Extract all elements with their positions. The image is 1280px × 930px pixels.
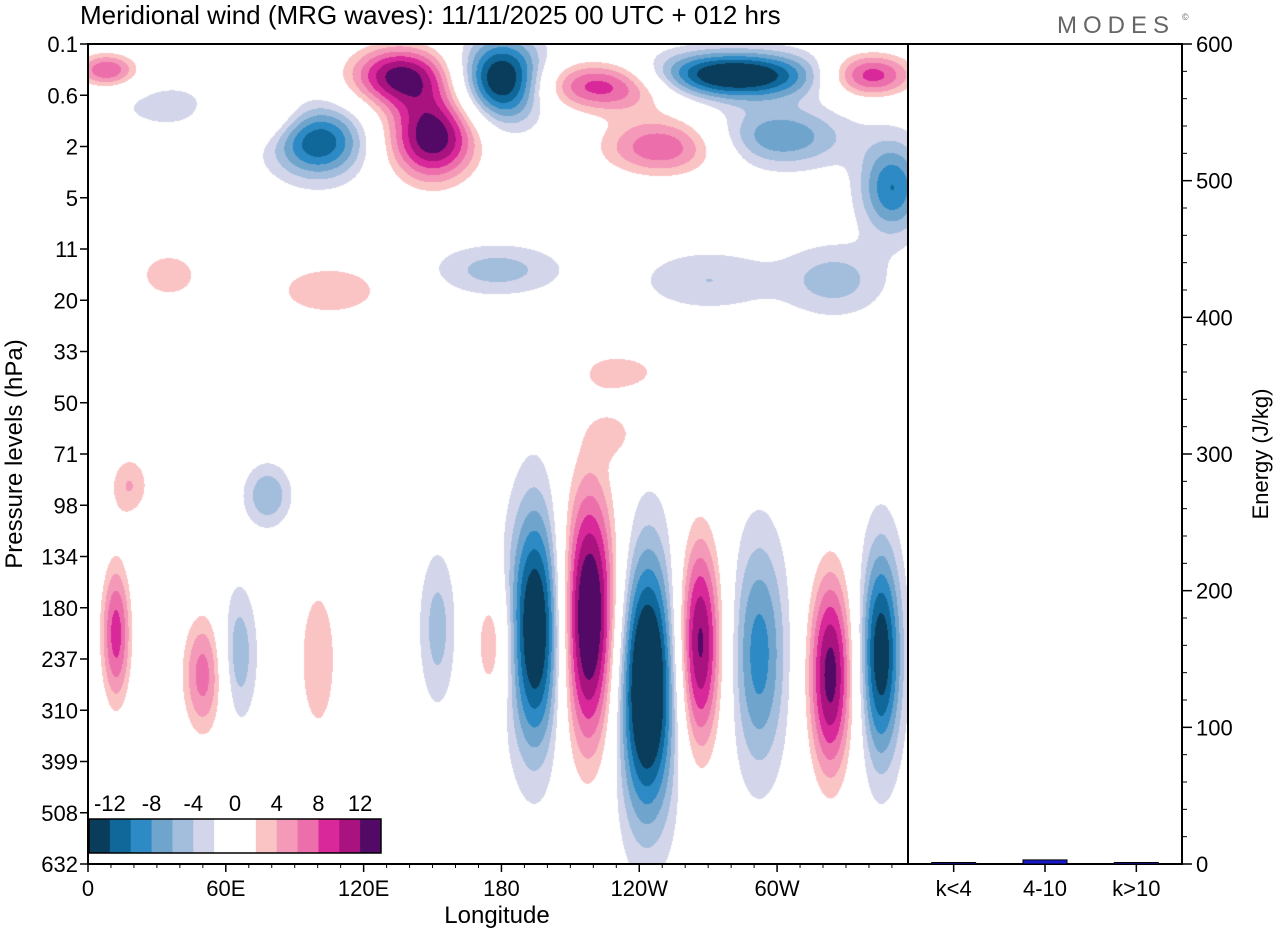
y-tick-label: 33	[54, 340, 78, 365]
colorbar-swatch	[109, 819, 132, 853]
modes-logo-text: MODES	[1057, 12, 1175, 39]
x-axis-label: Longitude	[444, 902, 549, 929]
colorbar-swatch	[318, 819, 340, 853]
x-tick-label: 60E	[206, 876, 245, 901]
colorbar-tick-label: 0	[229, 791, 241, 816]
colorbar-swatch	[276, 819, 299, 853]
x-axis: 0 60E 120E 180 120W 60W	[82, 864, 893, 901]
y-tick-label: 310	[41, 698, 78, 723]
y-tick-label: 20	[54, 288, 78, 313]
y-tick-label: 5	[66, 186, 78, 211]
energy-tick-label: 100	[1196, 715, 1233, 740]
energy-axis: 0 100 200 300 400 500 600	[1182, 32, 1233, 877]
y-tick-label: 11	[55, 237, 78, 262]
heatmap-field	[88, 44, 908, 864]
y-tick-label: 0.1	[47, 32, 78, 57]
colorbar-tick-label: 8	[312, 791, 324, 816]
colorbar-swatch	[297, 819, 319, 853]
x-tick-label: 60W	[754, 876, 799, 901]
y-axis-label: Pressure levels (hPa)	[1, 339, 28, 568]
energy-panel: k<4 4-10 k>10 0 100 200 300 400 500 600 Energy (…	[907, 32, 1273, 901]
y-tick-label: 399	[41, 750, 78, 775]
colorbar-tick-label: -4	[184, 791, 204, 816]
colorbar-swatch	[339, 819, 361, 853]
colorbar-swatch	[214, 819, 236, 853]
colorbar-swatch	[151, 819, 173, 853]
energy-axis-label: Energy (J/kg)	[1248, 389, 1273, 520]
colorbar-swatch	[89, 819, 111, 853]
energy-tick-label: 600	[1196, 32, 1233, 57]
colorbar-swatch	[130, 819, 153, 853]
colorbar-tick-label: 12	[348, 791, 372, 816]
y-tick-label: 98	[54, 493, 78, 518]
colorbar-swatch	[255, 819, 278, 853]
colorbar-swatch	[360, 819, 382, 853]
energy-category-label: k<4	[936, 876, 972, 901]
colorbar-swatch	[172, 819, 194, 853]
energy-tick-label: 0	[1196, 852, 1208, 877]
colorbar-tick-label: 4	[271, 791, 283, 816]
energy-tick-label: 400	[1196, 305, 1233, 330]
x-tick-label: 120E	[338, 876, 389, 901]
modes-logo-mark: ©	[1182, 12, 1189, 22]
y-tick-label: 237	[41, 647, 78, 672]
y-tick-label: 632	[41, 852, 78, 877]
y-tick-label: 508	[41, 801, 78, 826]
energy-category-label: k>10	[1112, 876, 1160, 901]
y-tick-label: 180	[41, 596, 78, 621]
chart-title: Meridional wind (MRG waves): 11/11/2025 …	[80, 0, 781, 30]
energy-bar	[931, 862, 977, 865]
colorbar-tick-label: -12	[94, 791, 126, 816]
y-tick-label: 71	[54, 442, 78, 467]
colorbar-swatch	[193, 819, 215, 853]
energy-tick-label: 500	[1196, 169, 1233, 194]
x-tick-label: 0	[82, 876, 94, 901]
x-tick-label: 120W	[611, 876, 669, 901]
colorbar-swatch	[235, 819, 257, 853]
colorbar-tick-label: -8	[142, 791, 162, 816]
x-tick-label: 180	[483, 876, 520, 901]
y-tick-label: 134	[41, 545, 78, 570]
colorbar: -12 -8 -4 0 4 8 12	[88, 786, 382, 854]
energy-bar	[1113, 862, 1159, 865]
modes-logo: MODES ©	[1057, 12, 1189, 39]
energy-bar	[1022, 859, 1068, 865]
y-tick-label: 2	[66, 135, 78, 160]
y-tick-label: 50	[54, 391, 78, 416]
y-axis: 0.1 0.6 2 5 11 20 33 50 71 98 134 180 237 310 399 508 63…	[41, 32, 88, 877]
energy-tick-label: 200	[1196, 579, 1233, 604]
heatmap-panel: -12 -8 -4 0 4 8 12 0 60E 120E 180 120W 60W 0.1 0.6 2 5…	[1, 32, 909, 929]
energy-tick-label: 300	[1196, 442, 1233, 467]
energy-frame	[907, 43, 1183, 865]
energy-category-label: 4-10	[1023, 876, 1067, 901]
y-tick-label: 0.6	[47, 83, 78, 108]
energy-bars: k<4 4-10 k>10	[931, 859, 1160, 901]
